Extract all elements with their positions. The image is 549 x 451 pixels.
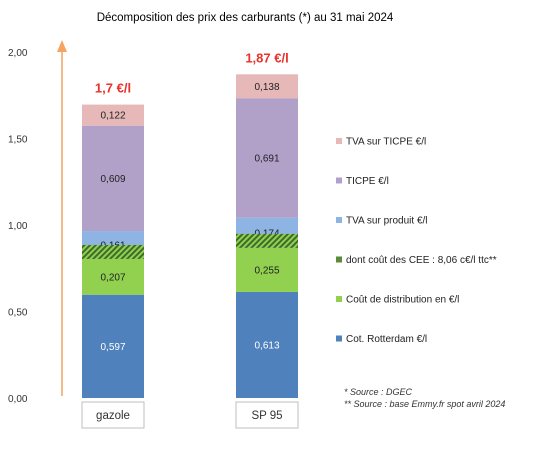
bar-segment: [236, 247, 298, 292]
segment-value-label: 0,691: [254, 153, 279, 164]
legend-label: TICPE €/l: [346, 176, 389, 187]
y-tick-label: 0,50: [8, 308, 28, 319]
segment-value-label: 0,597: [100, 342, 125, 353]
source-note: ** Source : base Emmy.fr spot avril 2024: [344, 399, 505, 409]
category-labels: gazole SP 95: [81, 401, 299, 429]
legend-swatch: [336, 296, 342, 302]
y-tick-label: 1,00: [8, 221, 28, 232]
chart-title: Décomposition des prix des carburants (*…: [97, 12, 394, 24]
legend-swatch: [336, 335, 342, 342]
bar-segment: [82, 258, 144, 295]
bar-segment: [236, 291, 298, 398]
legend-swatch: [336, 256, 342, 263]
bar-segment: [82, 104, 144, 126]
legend-label: TVA sur produit €/l: [346, 216, 428, 227]
legend-label: dont coût des CEE : 8,06 c€/l ttc**: [346, 255, 497, 266]
segment-value-label: 0,207: [100, 272, 125, 283]
arrow-head: [57, 40, 67, 52]
segment-value-label: 0,138: [254, 82, 279, 93]
bar-segment: [82, 125, 144, 232]
legend-label: Coût de distribution en €/l: [346, 295, 459, 306]
cee-cost-hatch: [236, 233, 298, 248]
legend-swatch: [336, 177, 342, 184]
cee-cost-hatch: [82, 244, 144, 259]
bar-total-label: 1,7 €/l: [95, 81, 131, 96]
y-tick-label: 0,00: [8, 394, 28, 405]
bar-segment: [236, 74, 298, 99]
y-tick-label: 1,50: [8, 135, 28, 146]
legend-label: Cot. Rotterdam €/l: [346, 334, 427, 345]
segment-value-label: 0,613: [254, 340, 279, 351]
bar-segment: [236, 98, 298, 218]
segment-value-label: 0,255: [254, 265, 279, 276]
segment-value-label: 0,122: [100, 111, 125, 122]
segment-value-label: 0,609: [100, 174, 125, 185]
category-label: SP 95: [251, 410, 282, 422]
y-axis: 0,00 0,50 1,00 1,50 2,00: [8, 48, 28, 405]
bar-total-label: 1,87 €/l: [245, 50, 288, 65]
source-notes: * Source : DGEC ** Source : base Emmy.fr …: [344, 387, 505, 409]
category-label: gazole: [96, 410, 130, 422]
segment-value-label: 0,174: [254, 228, 279, 239]
source-note: * Source : DGEC: [344, 387, 413, 397]
legend-label: TVA sur TICPE €/l: [346, 137, 426, 148]
y-tick-label: 2,00: [8, 48, 28, 59]
trend-arrow: [57, 40, 67, 396]
legend-swatch: [336, 217, 342, 223]
legend-swatch: [336, 138, 342, 144]
legend: TVA sur TICPE €/l TICPE €/l TVA sur produi…: [336, 137, 497, 345]
category-box: [235, 401, 299, 429]
category-box: [81, 401, 145, 429]
bar-segment: [82, 294, 144, 398]
